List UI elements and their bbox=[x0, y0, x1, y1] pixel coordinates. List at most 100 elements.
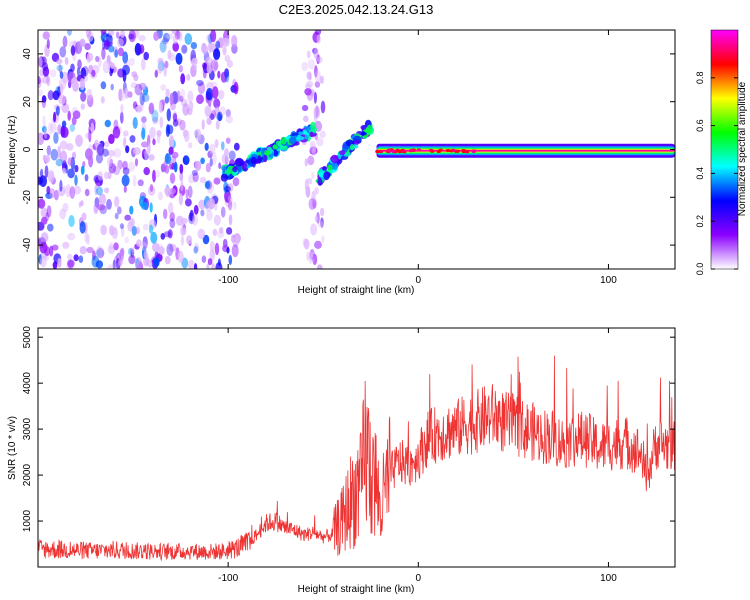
spectrogram-cell bbox=[220, 173, 229, 182]
spectrogram-cell bbox=[64, 57, 69, 65]
spectrogram-cell bbox=[104, 141, 110, 148]
spectrogram-cell bbox=[122, 167, 130, 176]
spectrogram-region-2-rising-trace bbox=[220, 121, 317, 182]
spectrogram-cell bbox=[226, 60, 233, 68]
spectrogram-cell bbox=[143, 250, 148, 260]
spectrogram-cell bbox=[172, 34, 178, 45]
spectrogram-cell bbox=[263, 154, 268, 163]
spectrogram-cell bbox=[38, 237, 41, 246]
spectrogram-cell bbox=[378, 149, 384, 154]
spectrogram-cell bbox=[317, 264, 323, 269]
spectrogram-cell bbox=[87, 31, 94, 42]
snr-x-label: Height of straight line (km) bbox=[298, 584, 415, 595]
spectrogram-cell bbox=[205, 56, 213, 66]
spectrogram-cell bbox=[196, 79, 204, 87]
spectrogram-cell bbox=[416, 148, 422, 152]
spectrogram-cell bbox=[140, 99, 144, 112]
spectrogram-cell bbox=[205, 162, 211, 173]
snr-x-tick-label: -100 bbox=[218, 573, 238, 584]
spectrogram-cell bbox=[130, 249, 135, 258]
spectrogram-cell bbox=[167, 49, 172, 60]
spectrogram-cell bbox=[227, 200, 233, 211]
spectrogram-cell bbox=[111, 227, 118, 240]
spectrogram-cell bbox=[41, 76, 50, 84]
spectrogram-cell bbox=[210, 30, 217, 43]
spectrogram-cell bbox=[133, 74, 139, 82]
spectrogram-cell bbox=[197, 228, 205, 240]
spectrogram-cell bbox=[143, 51, 149, 61]
spectrogram-cell bbox=[132, 117, 138, 129]
spectrogram-cell bbox=[217, 230, 225, 239]
spectrogram-cell bbox=[49, 69, 57, 78]
spectrogram-region-3-rising-trace bbox=[315, 119, 374, 186]
spectrogram-cell bbox=[46, 75, 51, 87]
spectrogram-cell bbox=[53, 111, 57, 123]
spectrogram-cell bbox=[107, 245, 116, 255]
snr-y-tick-label: 1000 bbox=[22, 509, 33, 532]
spectrogram-cell bbox=[304, 88, 312, 96]
spectrogram-cell bbox=[110, 83, 114, 91]
spectrogram-cell bbox=[169, 211, 175, 222]
spectrogram-cell bbox=[44, 155, 51, 163]
spectrogram-cell bbox=[55, 105, 60, 116]
spectrogram-cell bbox=[313, 47, 319, 59]
spectrogram-cell bbox=[232, 177, 240, 187]
spectrogram-cell bbox=[226, 247, 230, 254]
spectrogram-cell bbox=[79, 38, 86, 47]
spectrogram-cell bbox=[121, 174, 130, 187]
figure-title: C2E3.2025.042.13.24.G13 bbox=[279, 2, 434, 17]
spectrogram-cell bbox=[129, 135, 136, 143]
spectrogram-cell bbox=[58, 64, 62, 74]
spectrogram-cell bbox=[108, 45, 115, 53]
spectrogram-cell bbox=[309, 141, 316, 154]
spectrogram-cell bbox=[96, 245, 103, 259]
colorbar-tick-label: 0.0 bbox=[695, 263, 705, 276]
spectrogram-cell bbox=[173, 161, 178, 173]
spectrogram-cell bbox=[50, 148, 59, 161]
spectrogram-cell bbox=[58, 94, 66, 105]
spectrogram-cell bbox=[208, 33, 213, 44]
spectrogram-cell bbox=[225, 115, 233, 124]
spectrogram-cell bbox=[301, 61, 309, 72]
spectrogram-cell bbox=[202, 45, 209, 54]
spectrogram-cell bbox=[386, 149, 391, 154]
spectrogram-cell bbox=[232, 236, 240, 248]
spectrogram-cell bbox=[39, 241, 48, 254]
spectrogram-cell bbox=[140, 201, 148, 210]
spectrogram-cell bbox=[168, 243, 177, 252]
spectrogram-cell bbox=[124, 236, 129, 244]
spectrogram-cell bbox=[84, 188, 90, 197]
spectrogram-cell bbox=[375, 150, 380, 154]
spectrogram-cell bbox=[200, 157, 205, 165]
colorbar: 0.0 0.2 0.4 0.6 0.8 Normalized spectral ampl… bbox=[695, 29, 748, 276]
snr-panel: -100 0 100 1000 2000 3000 4000 5000 Height of s… bbox=[7, 326, 676, 595]
spectrogram-cell bbox=[430, 149, 435, 153]
spectrogram-cell bbox=[67, 30, 72, 36]
spectrogram-cell bbox=[436, 149, 441, 153]
spectrogram-cell bbox=[317, 221, 324, 228]
spectrogram-cell bbox=[272, 144, 278, 150]
spectrogram-cell bbox=[69, 186, 76, 199]
spectrogram-cell bbox=[206, 117, 212, 126]
spectrogram-cell bbox=[131, 246, 135, 253]
spectrogram-cell bbox=[113, 242, 119, 251]
spectrogram-cell bbox=[196, 94, 204, 105]
spectrogram-cell bbox=[228, 254, 233, 266]
spectrogram-cell bbox=[213, 177, 221, 185]
spectrogram-cell bbox=[108, 163, 117, 174]
spectrogram-cell bbox=[250, 156, 257, 164]
spectrogram-cell bbox=[228, 150, 236, 161]
spectrogram-cell bbox=[112, 259, 116, 269]
spectrogram-cell bbox=[44, 165, 49, 179]
spectrogram-cell bbox=[39, 68, 44, 77]
spectrogram-cell bbox=[43, 126, 48, 139]
spectrogram-cell bbox=[79, 78, 86, 91]
spectrogram-cell bbox=[79, 221, 86, 234]
spectrogram-cell bbox=[192, 172, 199, 183]
spectrogram-cell bbox=[106, 156, 114, 168]
spectrogram-cell bbox=[42, 62, 49, 72]
spectrogram-cell bbox=[204, 181, 211, 189]
spectrogram-cell bbox=[42, 31, 50, 40]
colorbar-tick-label: 0.4 bbox=[695, 167, 705, 180]
spectrogram-cell bbox=[408, 149, 414, 153]
